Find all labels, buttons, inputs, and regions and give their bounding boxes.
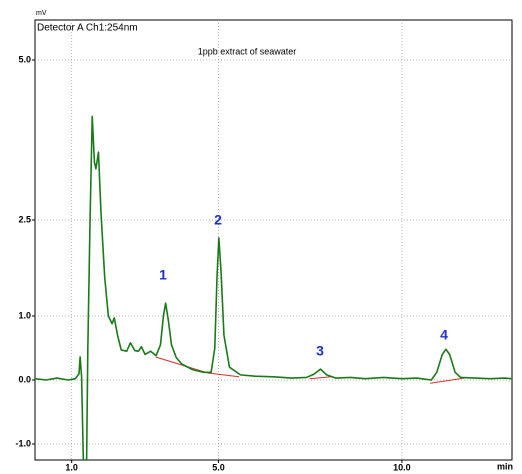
chart-title: 1ppb extract of seawater <box>198 46 297 56</box>
y-axis-label: mV <box>36 10 47 17</box>
integration-baseline <box>309 376 332 380</box>
peak-label: 3 <box>316 343 324 359</box>
plot-frame <box>34 19 513 461</box>
x-tick-label: 10.0 <box>393 462 411 472</box>
peak-label: 1 <box>159 267 167 283</box>
integration-baseline <box>155 356 240 378</box>
integration-baseline <box>430 377 465 384</box>
chromatogram-trace <box>35 115 512 460</box>
y-tick-label: 5.0 <box>18 54 31 64</box>
y-tick-label: 2.5 <box>18 214 31 224</box>
x-tick-label: 1.0 <box>65 462 78 472</box>
y-tick-label: -1.0 <box>15 438 31 448</box>
x-axis-label: min <box>497 461 513 471</box>
x-tick-label: 5.0 <box>212 462 225 472</box>
y-tick-label: 0.0 <box>18 374 31 384</box>
plot-area <box>35 115 512 460</box>
peak-label: 4 <box>440 327 448 343</box>
y-tick-label: 1.0 <box>18 310 31 320</box>
detector-label: Detector A Ch1:254nm <box>37 23 138 34</box>
peak-label: 2 <box>214 212 222 228</box>
